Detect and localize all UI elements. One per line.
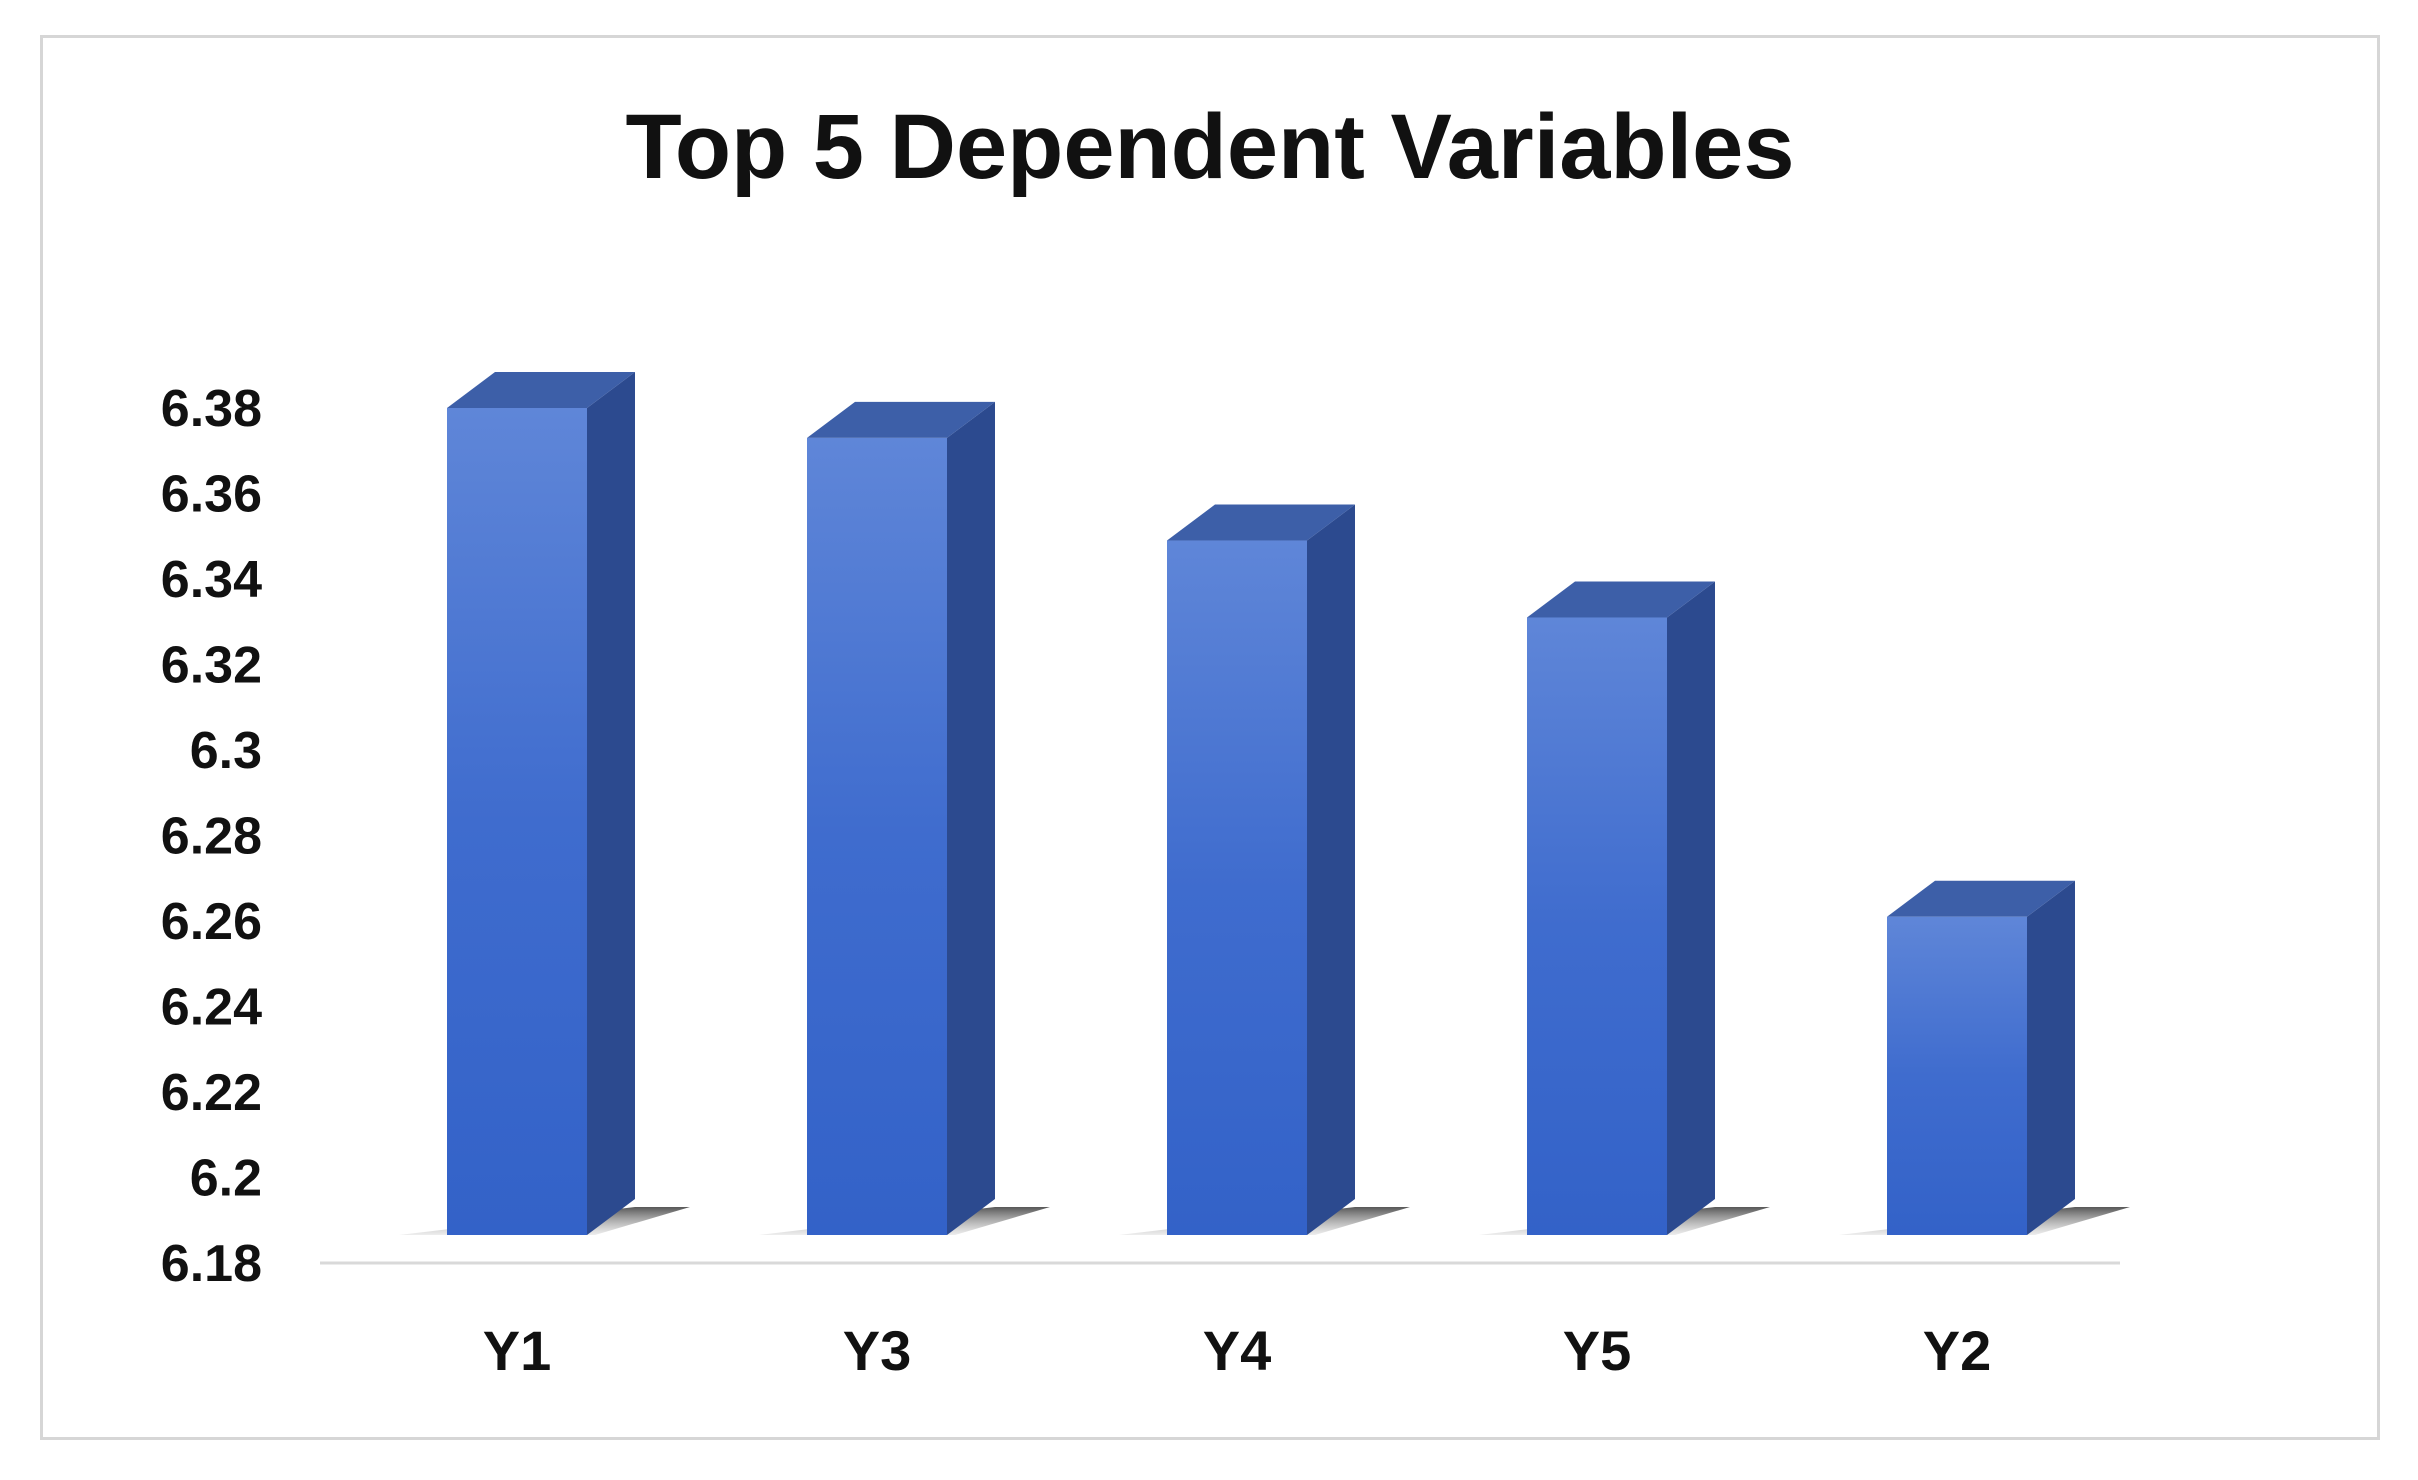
bar-y1 (399, 372, 690, 1235)
y-tick-label: 6.24 (161, 979, 262, 1037)
bar-front-face (807, 437, 947, 1235)
bar-front-face (1167, 540, 1307, 1235)
y-tick-label: 6.3 (190, 722, 262, 780)
bars-group (399, 372, 2130, 1235)
x-tick-label: Y1 (483, 1319, 552, 1382)
x-tick-label: Y3 (843, 1319, 912, 1382)
bar-side-face (1307, 504, 1355, 1235)
bar-y3 (759, 401, 1050, 1235)
y-tick-label: 6.36 (161, 466, 262, 524)
y-tick-label: 6.28 (161, 808, 262, 866)
bar-side-face (587, 372, 635, 1235)
y-tick-label: 6.34 (161, 551, 262, 609)
bar-y2 (1839, 880, 2130, 1235)
bar-front-face (1887, 916, 2027, 1235)
y-tick-label: 6.38 (161, 380, 262, 438)
bar-side-face (2027, 880, 2075, 1235)
bar-y5 (1479, 581, 1770, 1235)
y-axis-ticks: 6.38 6.36 6.34 6.32 6.3 6.28 6.26 6.24 6.22 6.2 6.… (161, 380, 262, 1293)
bar-top-face (1527, 581, 1715, 618)
bar-side-face (1667, 581, 1715, 1235)
x-tick-label: Y4 (1203, 1319, 1272, 1382)
x-axis-ticks: Y1 Y3 Y4 Y5 Y2 (483, 1319, 1992, 1382)
bar-top-face (807, 401, 995, 438)
y-tick-label: 6.26 (161, 893, 262, 951)
x-tick-label: Y5 (1563, 1319, 1632, 1382)
y-tick-label: 6.32 (161, 637, 262, 695)
x-tick-label: Y2 (1923, 1319, 1992, 1382)
bar-front-face (447, 408, 587, 1235)
y-tick-label: 6.22 (161, 1064, 262, 1122)
bar-y4 (1119, 504, 1410, 1235)
bar-top-face (447, 372, 635, 408)
bar-front-face (1527, 617, 1667, 1235)
y-tick-label: 6.18 (161, 1235, 262, 1293)
bar-side-face (947, 401, 995, 1235)
chart-title: Top 5 Dependent Variables (625, 96, 1795, 198)
y-tick-label: 6.2 (190, 1150, 262, 1208)
bar-top-face (1167, 504, 1355, 541)
bar-top-face (1887, 880, 2075, 917)
